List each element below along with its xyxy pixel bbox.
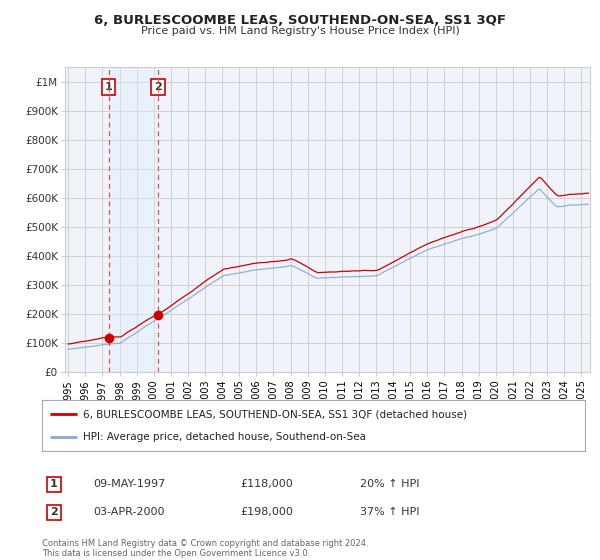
Text: 2: 2	[154, 82, 162, 92]
Text: 6, BURLESCOOMBE LEAS, SOUTHEND-ON-SEA, SS1 3QF (detached house): 6, BURLESCOOMBE LEAS, SOUTHEND-ON-SEA, S…	[83, 409, 467, 419]
Text: 03-APR-2000: 03-APR-2000	[93, 507, 164, 517]
Text: Contains HM Land Registry data © Crown copyright and database right 2024.
This d: Contains HM Land Registry data © Crown c…	[42, 539, 368, 558]
Text: Price paid vs. HM Land Registry's House Price Index (HPI): Price paid vs. HM Land Registry's House …	[140, 26, 460, 36]
Bar	[109, 67, 158, 372]
Text: £118,000: £118,000	[240, 479, 293, 489]
Text: 1: 1	[50, 479, 58, 489]
Text: 09-MAY-1997: 09-MAY-1997	[93, 479, 165, 489]
Text: HPI: Average price, detached house, Southend-on-Sea: HPI: Average price, detached house, Sout…	[83, 432, 366, 442]
Text: 2: 2	[50, 507, 58, 517]
Text: 20% ↑ HPI: 20% ↑ HPI	[360, 479, 419, 489]
Text: £198,000: £198,000	[240, 507, 293, 517]
Text: 37% ↑ HPI: 37% ↑ HPI	[360, 507, 419, 517]
Text: 1: 1	[105, 82, 112, 92]
Text: 6, BURLESCOOMBE LEAS, SOUTHEND-ON-SEA, SS1 3QF: 6, BURLESCOOMBE LEAS, SOUTHEND-ON-SEA, S…	[94, 14, 506, 27]
